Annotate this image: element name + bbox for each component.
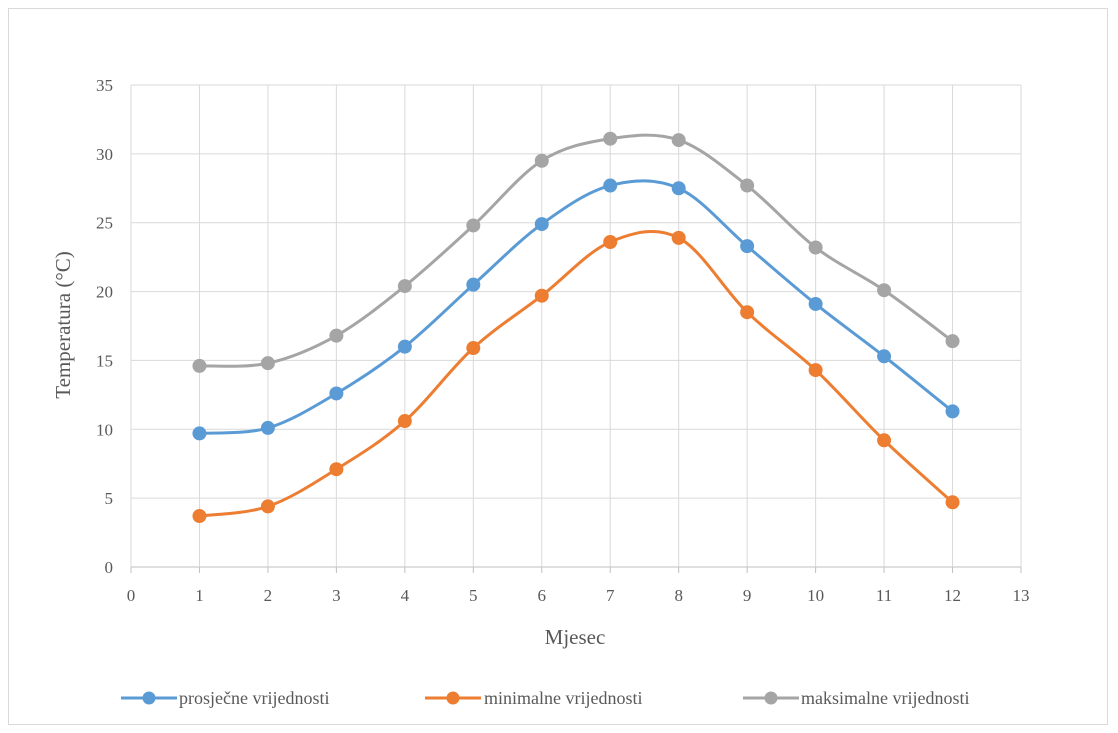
- x-tick-label: 10: [807, 586, 824, 605]
- x-tick-label: 8: [674, 586, 683, 605]
- data-point: [603, 131, 618, 146]
- x-tick-label: 1: [195, 586, 204, 605]
- series-line: [199, 133, 954, 368]
- legend-item-3: maksimalne vrijednosti: [743, 688, 969, 708]
- x-tick-label: 0: [127, 586, 136, 605]
- data-point: [808, 363, 823, 378]
- legend-label: minimalne vrijednosti: [484, 688, 642, 708]
- data-point: [329, 462, 344, 477]
- data-point: [329, 328, 344, 343]
- data-point: [603, 234, 618, 249]
- data-point: [397, 414, 412, 429]
- series-layer: [192, 131, 960, 524]
- y-tick-label: 25: [96, 214, 113, 233]
- x-tick-label: 7: [606, 586, 615, 605]
- data-point: [260, 420, 275, 435]
- data-point: [808, 240, 823, 255]
- x-tick-label: 9: [743, 586, 752, 605]
- data-point: [945, 334, 960, 349]
- series-1: [192, 178, 960, 441]
- data-point: [945, 495, 960, 510]
- data-point: [397, 339, 412, 354]
- x-tick-label: 11: [876, 586, 892, 605]
- data-point: [329, 386, 344, 401]
- series-3: [192, 131, 960, 373]
- x-tick-label: 12: [944, 586, 961, 605]
- x-tick-label: 5: [469, 586, 478, 605]
- data-point: [192, 358, 207, 373]
- legend: prosječne vrijednosti minimalne vrijednos…: [121, 688, 969, 708]
- data-point: [534, 217, 549, 232]
- data-point: [466, 341, 481, 356]
- legend-label: prosječne vrijednosti: [179, 688, 329, 708]
- data-point: [397, 279, 412, 294]
- data-point: [466, 218, 481, 233]
- legend-marker: [142, 691, 156, 705]
- legend-item-2: minimalne vrijednosti: [425, 688, 642, 708]
- y-tick-label: 35: [96, 76, 113, 95]
- legend-marker: [764, 691, 778, 705]
- y-tick-label: 10: [96, 420, 113, 439]
- data-point: [260, 356, 275, 371]
- data-point: [260, 499, 275, 514]
- data-point: [808, 296, 823, 311]
- legend-marker: [446, 691, 460, 705]
- data-point: [671, 181, 686, 196]
- y-tick-label: 20: [96, 283, 113, 302]
- x-tick-labels: 0 1 2 3 4 5 6 7 8 9 10 11 12 13: [127, 586, 1030, 605]
- data-point: [671, 230, 686, 245]
- data-point: [534, 153, 549, 168]
- y-tick-label: 15: [96, 351, 113, 370]
- data-point: [740, 239, 755, 254]
- series-2: [192, 230, 960, 524]
- y-tick-label: 30: [96, 145, 113, 164]
- x-axis-title: Mjesec: [545, 625, 606, 649]
- y-tick-label: 5: [105, 489, 114, 508]
- data-point: [192, 509, 207, 524]
- grid: [130, 84, 1022, 573]
- data-point: [945, 404, 960, 419]
- x-tick-label: 13: [1013, 586, 1030, 605]
- data-point: [466, 277, 481, 292]
- data-point: [877, 349, 892, 364]
- data-point: [740, 305, 755, 320]
- x-tick-label: 3: [332, 586, 341, 605]
- series-line: [199, 230, 954, 518]
- x-tick-label: 2: [264, 586, 273, 605]
- y-axis-title: Temperatura (°C): [51, 251, 75, 398]
- legend-label: maksimalne vrijednosti: [801, 688, 969, 708]
- data-point: [603, 178, 618, 193]
- data-point: [877, 283, 892, 298]
- data-point: [192, 426, 207, 441]
- x-tick-label: 6: [538, 586, 547, 605]
- data-point: [877, 433, 892, 448]
- y-tick-labels: 0 5 10 15 20 25 30 35: [96, 76, 113, 577]
- chart-frame: [8, 8, 1108, 725]
- y-tick-label: 0: [105, 558, 114, 577]
- data-point: [534, 288, 549, 303]
- data-point: [740, 178, 755, 193]
- legend-item-1: prosječne vrijednosti: [121, 688, 329, 708]
- data-point: [671, 133, 686, 148]
- x-tick-label: 4: [401, 586, 410, 605]
